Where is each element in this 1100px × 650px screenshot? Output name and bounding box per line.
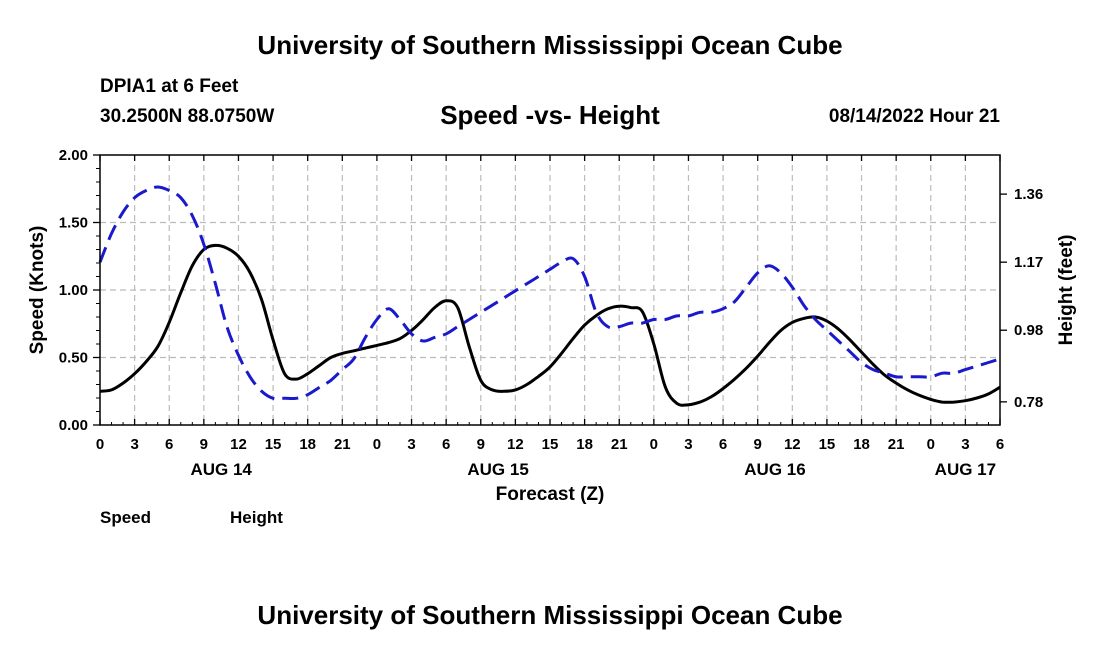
y-tick-label: 2.00 bbox=[59, 147, 88, 164]
x-tick-label: 18 bbox=[853, 436, 870, 453]
x-tick-label: 0 bbox=[927, 436, 935, 453]
series-line-speed bbox=[99, 243, 1001, 407]
x-tick-label: 3 bbox=[684, 436, 692, 453]
series bbox=[98, 185, 1001, 407]
x-tick-label: 15 bbox=[819, 436, 836, 453]
y-tick-label: 0.50 bbox=[59, 350, 88, 367]
x-axis-title: Forecast (Z) bbox=[496, 484, 605, 505]
date-label: AUG 14 bbox=[190, 460, 252, 479]
y-tick-label: 0.00 bbox=[59, 417, 88, 434]
y-axis-title: Speed (Knots) bbox=[27, 226, 48, 355]
y-tick-label: 1.00 bbox=[59, 282, 88, 299]
x-tick-label: 3 bbox=[130, 436, 138, 453]
station-coordinates: 30.2500N 88.0750W bbox=[100, 106, 275, 127]
y2-tick-label: 1.36 bbox=[1014, 186, 1043, 203]
y2-axis-title: Height (feet) bbox=[1056, 235, 1077, 346]
x-tick-label: 21 bbox=[334, 436, 351, 453]
date-label: AUG 17 bbox=[935, 460, 996, 479]
legend-height-label: Height bbox=[230, 508, 283, 527]
x-tick-label: 0 bbox=[650, 436, 658, 453]
series-line-height bbox=[98, 185, 1001, 401]
footer-title: University of Southern Mississippi Ocean… bbox=[257, 600, 843, 630]
x-tick-label: 6 bbox=[996, 436, 1004, 453]
x-tick-label: 15 bbox=[265, 436, 282, 453]
y-tick-label: 1.50 bbox=[59, 215, 88, 232]
chart-subtitle: Speed -vs- Height bbox=[440, 100, 660, 130]
y2-tick-label: 0.98 bbox=[1014, 322, 1043, 339]
forecast-datetime: 08/14/2022 Hour 21 bbox=[828, 106, 1000, 127]
main-title: University of Southern Mississippi Ocean… bbox=[257, 30, 843, 60]
x-tick-label: 9 bbox=[754, 436, 762, 453]
x-tick-label: 6 bbox=[165, 436, 173, 453]
x-tick-label: 15 bbox=[542, 436, 559, 453]
x-tick-label: 12 bbox=[230, 436, 247, 453]
date-label: AUG 16 bbox=[744, 460, 805, 479]
x-tick-label: 18 bbox=[576, 436, 593, 453]
x-tick-label: 3 bbox=[407, 436, 415, 453]
x-tick-label: 0 bbox=[96, 436, 104, 453]
x-tick-label: 12 bbox=[507, 436, 524, 453]
x-tick-label: 6 bbox=[719, 436, 727, 453]
x-tick-label: 0 bbox=[373, 436, 381, 453]
plot-frame bbox=[99, 154, 1001, 426]
x-tick-label: 3 bbox=[961, 436, 969, 453]
y2-tick-label: 0.78 bbox=[1014, 394, 1043, 411]
grid bbox=[100, 155, 1000, 425]
x-tick-label: 9 bbox=[477, 436, 485, 453]
x-tick-label: 12 bbox=[784, 436, 801, 453]
x-tick-label: 6 bbox=[442, 436, 450, 453]
legend-speed-label: Speed bbox=[100, 508, 152, 527]
x-tick-label: 9 bbox=[200, 436, 208, 453]
speed-height-chart: 0 3 6 9 12 15 18 21 0 3 6 9 12 15 18 21 0 3 6 9 12 15 18 21 0 3 6A… bbox=[27, 147, 1077, 505]
x-tick-label: 18 bbox=[299, 436, 316, 453]
station-label: DPIA1 at 6 Feet bbox=[100, 76, 239, 97]
date-label: AUG 15 bbox=[467, 460, 528, 479]
x-tick-label: 21 bbox=[888, 436, 905, 453]
y2-tick-label: 1.17 bbox=[1014, 254, 1043, 271]
axis-labels: 0 3 6 9 12 15 18 21 0 3 6 9 12 15 18 21 0 3 6 9 12 15 18 21 0 3 6A… bbox=[59, 147, 1043, 479]
x-tick-label: 21 bbox=[611, 436, 628, 453]
